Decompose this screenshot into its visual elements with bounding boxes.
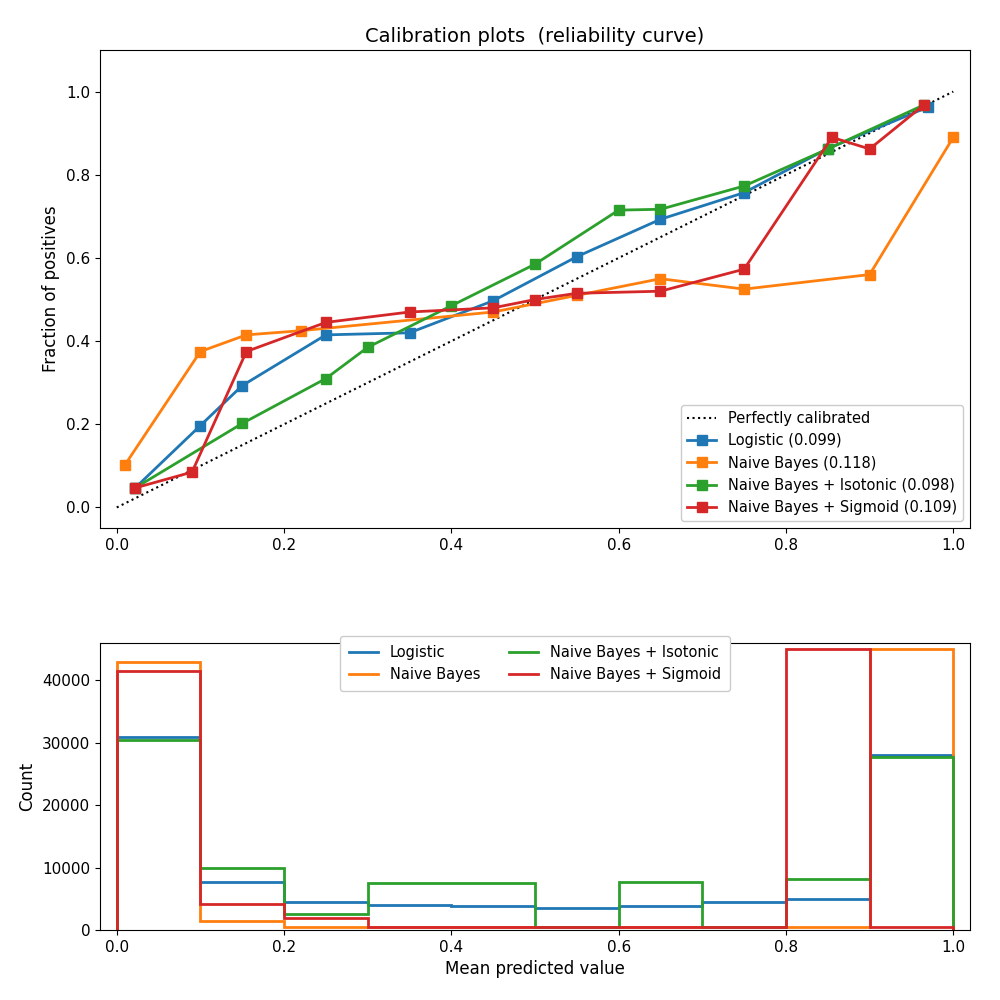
Naive Bayes + Isotonic (0.098) [320, 373, 332, 385]
Naive Bayes (0.118) [487, 306, 499, 318]
Logistic (0.099) [194, 420, 206, 432]
Naive Bayes + Sigmoid (0.109) [320, 316, 332, 328]
Naive Bayes + Sigmoid (0.109) [864, 143, 876, 155]
Naive Bayes (0.118) [295, 325, 307, 337]
Line: Logistic (0.099): Logistic (0.099) [130, 102, 933, 493]
Naive Bayes + Isotonic (0.098) [822, 143, 834, 155]
Naive Bayes + Sigmoid (0.109) [738, 263, 750, 275]
Naive Bayes (0.118) [240, 329, 252, 341]
Y-axis label: Count: Count [18, 762, 36, 811]
Naive Bayes (0.118) [119, 459, 131, 471]
Naive Bayes + Isotonic (0.098) [654, 203, 666, 215]
Naive Bayes + Sigmoid (0.109) [529, 294, 541, 306]
Naive Bayes + Isotonic (0.098) [613, 204, 625, 216]
X-axis label: Mean predicted value: Mean predicted value [445, 960, 625, 978]
Naive Bayes + Sigmoid (0.109) [487, 302, 499, 314]
Line: Naive Bayes (0.118): Naive Bayes (0.118) [120, 132, 958, 469]
Naive Bayes (0.118) [571, 289, 583, 301]
Naive Bayes + Sigmoid (0.109) [404, 306, 416, 318]
Legend: Perfectly calibrated, Logistic (0.099), Naive Bayes (0.118), Naive Bayes + Isoto: Perfectly calibrated, Logistic (0.099), … [681, 405, 963, 521]
Line: Naive Bayes + Sigmoid (0.109): Naive Bayes + Sigmoid (0.109) [130, 100, 929, 493]
Logistic (0.099) [738, 187, 750, 199]
Logistic (0.099) [654, 213, 666, 225]
Logistic (0.099) [236, 380, 248, 392]
Logistic (0.099) [571, 251, 583, 263]
Naive Bayes + Isotonic (0.098) [445, 300, 457, 312]
Naive Bayes + Isotonic (0.098) [236, 417, 248, 429]
Logistic (0.099) [487, 295, 499, 307]
Naive Bayes (0.118) [864, 269, 876, 281]
Naive Bayes + Isotonic (0.098) [738, 180, 750, 192]
Naive Bayes (0.118) [654, 273, 666, 285]
Naive Bayes + Sigmoid (0.109) [654, 285, 666, 297]
Line: Naive Bayes + Isotonic (0.098): Naive Bayes + Isotonic (0.098) [130, 100, 929, 493]
Logistic (0.099) [822, 143, 834, 155]
Naive Bayes + Sigmoid (0.109) [571, 287, 583, 299]
Logistic (0.099) [922, 101, 934, 113]
Naive Bayes + Isotonic (0.098) [529, 258, 541, 270]
Naive Bayes + Isotonic (0.098) [362, 341, 374, 353]
Logistic (0.099) [404, 327, 416, 339]
Y-axis label: Fraction of positives: Fraction of positives [42, 206, 60, 372]
Naive Bayes (0.118) [738, 283, 750, 295]
Naive Bayes + Sigmoid (0.109) [129, 482, 141, 494]
Naive Bayes + Isotonic (0.098) [918, 99, 930, 111]
Naive Bayes + Sigmoid (0.109) [186, 466, 198, 478]
Logistic (0.099) [320, 329, 332, 341]
Legend: Logistic, Naive Bayes, Naive Bayes + Isotonic, Naive Bayes + Sigmoid: Logistic, Naive Bayes, Naive Bayes + Iso… [340, 636, 730, 691]
Naive Bayes (0.118) [947, 131, 959, 143]
Naive Bayes (0.118) [194, 346, 206, 358]
Logistic (0.099) [129, 482, 141, 494]
Naive Bayes + Sigmoid (0.109) [826, 131, 838, 143]
Naive Bayes + Sigmoid (0.109) [918, 99, 930, 111]
Naive Bayes + Isotonic (0.098) [129, 482, 141, 494]
Naive Bayes + Sigmoid (0.109) [240, 346, 252, 358]
Title: Calibration plots  (reliability curve): Calibration plots (reliability curve) [365, 27, 705, 46]
